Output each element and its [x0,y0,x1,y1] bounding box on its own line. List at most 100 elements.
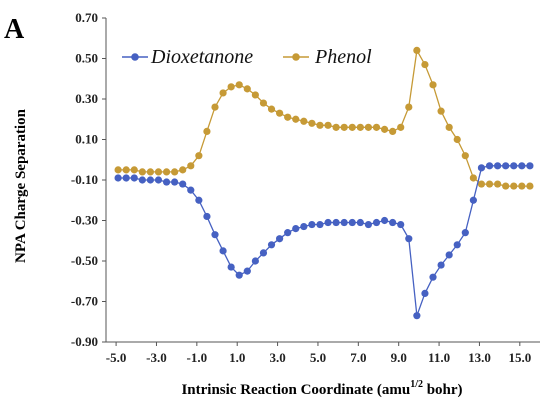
y-tick-label: -0.90 [71,334,98,349]
data-point [267,105,276,113]
data-point [292,225,300,233]
data-point [485,180,494,188]
data-point [130,174,138,182]
x-axis-title-main: Intrinsic Reaction Coordinate (amu [181,382,410,398]
data-point [485,162,494,170]
series-line [118,165,530,316]
data-point [494,180,502,188]
data-point [453,135,461,144]
data-point [502,182,510,190]
data-point [526,162,534,170]
x-tick-label: 5.0 [310,350,326,365]
data-point [340,123,348,131]
data-point [154,176,163,184]
data-point [389,218,397,227]
legend-swatch-marker [292,53,300,61]
data-point [348,218,356,227]
data-point [219,247,227,255]
data-point [171,168,179,176]
x-tick-label: 13.0 [468,350,491,365]
data-point [300,117,308,125]
data-point [364,123,373,131]
x-tick-label: -1.0 [187,350,208,365]
data-point [308,220,316,229]
data-point [251,91,259,99]
data-point [203,127,211,135]
data-point [324,121,332,129]
data-point [380,125,389,133]
data-point [518,162,526,170]
data-point [292,115,300,123]
data-point [122,166,130,174]
data-point [267,241,276,249]
data-point [276,235,284,243]
legend-item-phenol: Phenol [283,46,372,68]
y-tick-label: -0.30 [71,213,98,228]
data-point [195,152,203,160]
data-point [332,218,340,227]
data-point [413,46,421,55]
data-point [211,103,219,111]
x-axis-title-sup: 1/2 [410,379,423,390]
data-point [526,182,534,190]
data-point [340,218,348,227]
data-point [114,174,122,182]
data-point [477,164,486,172]
data-point [308,119,316,127]
y-tick-label: 0.50 [75,51,98,66]
data-point [461,152,469,160]
series-phenol [114,46,534,190]
data-point [429,81,437,89]
data-point [469,196,477,204]
legend-swatch-marker [131,53,139,61]
data-point [397,220,405,229]
data-point [389,127,397,135]
data-point [259,99,268,107]
data-point [437,107,445,115]
data-point [114,166,122,174]
data-point [211,231,219,239]
series-dioxetanone [114,162,534,320]
data-point [276,109,284,117]
data-point [138,168,146,176]
y-tick-label: -0.70 [71,294,98,309]
data-point [162,168,171,176]
data-point [372,218,381,227]
x-tick-label: 15.0 [508,350,531,365]
data-point [356,123,364,131]
data-point [502,162,510,170]
data-point [219,89,227,97]
data-point [429,273,437,281]
data-point [203,212,211,221]
data-point [380,216,389,225]
series-line [118,48,530,187]
legend-label: Phenol [314,46,372,68]
data-point [284,229,292,237]
x-axis-title-end: bohr) [423,382,463,398]
data-point [461,229,469,237]
data-point [494,162,502,170]
legend-label: Dioxetanone [150,46,253,68]
data-point [243,267,251,275]
data-point [146,176,155,184]
data-point [300,222,308,231]
legend: Dioxetanone Phenol [122,46,372,68]
data-point [405,235,413,243]
data-point [122,174,130,182]
x-tick-label: 11.0 [428,350,450,365]
data-point [421,60,429,69]
x-tick-label: 7.0 [350,350,366,365]
data-point [510,182,518,190]
data-point [195,196,203,204]
data-point [445,251,453,259]
data-point [187,162,195,170]
data-point [413,312,421,320]
data-point [316,121,324,129]
data-point [453,241,461,249]
x-tick-label: 9.0 [391,350,407,365]
x-tick-label: -5.0 [106,350,127,365]
data-point [138,176,146,184]
data-point [162,178,171,186]
data-point [356,218,364,227]
data-point [397,123,405,131]
